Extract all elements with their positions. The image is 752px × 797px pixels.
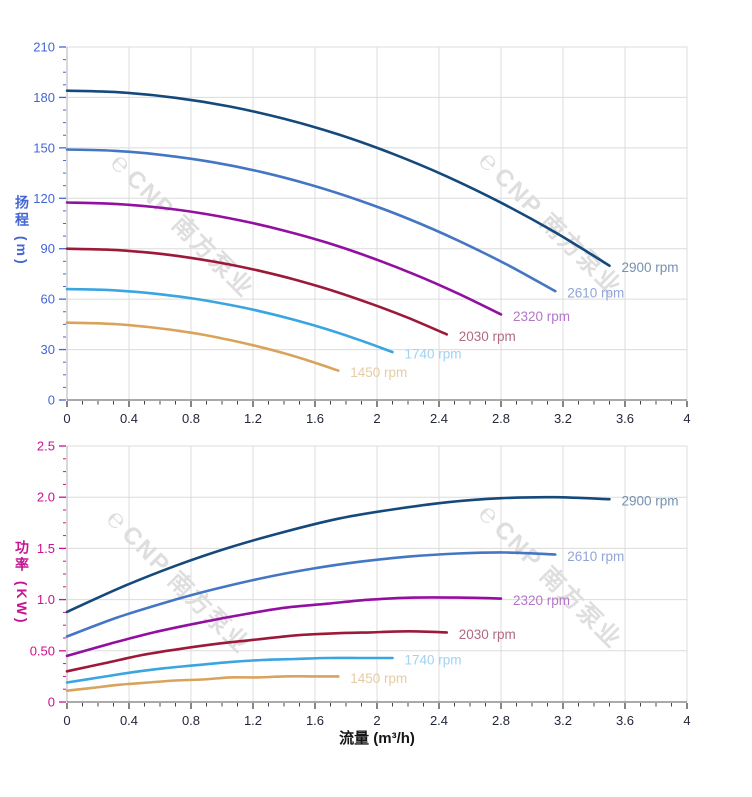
x-tick-label: 3.6 xyxy=(616,411,634,426)
curve-2900-rpm xyxy=(65,495,611,614)
x-tick-label: 2 xyxy=(373,713,380,728)
x-tick-label: 2.8 xyxy=(492,713,510,728)
y-tick-label: 150 xyxy=(33,140,55,155)
x-tick-label: 4 xyxy=(683,411,690,426)
curve-2610-rpm xyxy=(65,148,557,293)
curve-2030-rpm xyxy=(65,629,449,673)
x-tick-label: 4 xyxy=(683,713,690,728)
y-tick-label: 60 xyxy=(41,292,55,307)
x-tick-label: 2.4 xyxy=(430,411,448,426)
curve-2900-rpm xyxy=(65,89,611,267)
curve-2320-rpm xyxy=(65,596,503,658)
x-tick-label: 1.2 xyxy=(244,411,262,426)
x-tick-label: 3.6 xyxy=(616,713,634,728)
x-tick-label: 1.6 xyxy=(306,713,324,728)
curve-label-1450-rpm: 1450 rpm xyxy=(350,671,407,686)
curve-label-2030-rpm: 2030 rpm xyxy=(459,627,516,642)
curve-label-1740-rpm: 1740 rpm xyxy=(405,652,462,667)
y-tick-label: 210 xyxy=(33,40,55,55)
y-tick-label: 120 xyxy=(33,191,55,206)
curve-2610-rpm xyxy=(65,551,557,638)
x-tick-label: 0 xyxy=(63,411,70,426)
x-tick-label: 0.8 xyxy=(182,713,200,728)
flow-axis-title: 流量 (m³/h) xyxy=(339,730,415,747)
y-tick-label: 0.50 xyxy=(30,643,55,658)
curve-label-2900-rpm: 2900 rpm xyxy=(622,494,679,509)
curve-label-2610-rpm: 2610 rpm xyxy=(567,549,624,564)
curve-label-2320-rpm: 2320 rpm xyxy=(513,309,570,324)
y-tick-label: 1.0 xyxy=(37,592,55,607)
curve-label-2610-rpm: 2610 rpm xyxy=(567,286,624,301)
x-tick-label: 0.4 xyxy=(120,411,138,426)
y-tick-label: 1.5 xyxy=(37,541,55,556)
x-tick-label: 2.8 xyxy=(492,411,510,426)
curve-label-1450-rpm: 1450 rpm xyxy=(350,365,407,380)
y-tick-label: 0 xyxy=(48,393,55,408)
x-tick-label: 0.4 xyxy=(120,713,138,728)
x-tick-label: 2.4 xyxy=(430,713,448,728)
y-tick-label: 90 xyxy=(41,241,55,256)
x-tick-label: 0 xyxy=(63,713,70,728)
y-tick-label: 2.5 xyxy=(37,439,55,454)
y-tick-label: 180 xyxy=(33,90,55,105)
x-tick-label: 3.2 xyxy=(554,713,572,728)
curve-1450-rpm xyxy=(65,321,340,372)
y-tick-label: 30 xyxy=(41,342,55,357)
curve-label-1740-rpm: 1740 rpm xyxy=(405,347,462,362)
curve-1740-rpm xyxy=(65,656,394,684)
x-tick-label: 2 xyxy=(373,411,380,426)
x-tick-label: 1.6 xyxy=(306,411,324,426)
curve-label-2320-rpm: 2320 rpm xyxy=(513,593,570,608)
x-tick-label: 0.8 xyxy=(182,411,200,426)
head-axis-title: 扬程 (m) xyxy=(14,195,30,267)
y-tick-label: 0 xyxy=(48,695,55,710)
y-tick-label: 2.0 xyxy=(37,490,55,505)
x-tick-label: 3.2 xyxy=(554,411,572,426)
power-axis-title: 功率 (KW) xyxy=(14,540,30,626)
curve-2030-rpm xyxy=(65,247,449,336)
curve-1740-rpm xyxy=(65,287,394,354)
curve-1450-rpm xyxy=(65,675,340,692)
curve-label-2900-rpm: 2900 rpm xyxy=(622,260,679,275)
curve-label-2030-rpm: 2030 rpm xyxy=(459,329,516,344)
x-tick-label: 1.2 xyxy=(244,713,262,728)
curve-2320-rpm xyxy=(65,201,503,316)
